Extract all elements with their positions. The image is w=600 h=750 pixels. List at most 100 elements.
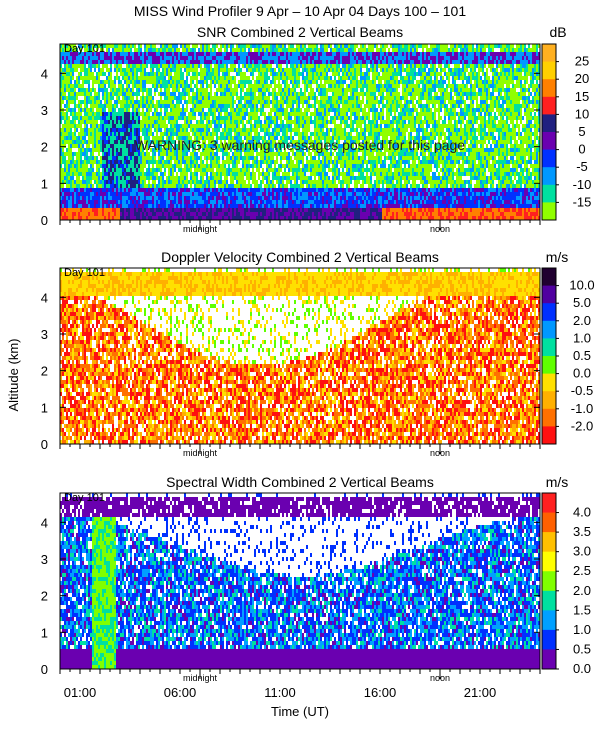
heatmap-cell bbox=[296, 68, 298, 72]
heatmap-cell bbox=[104, 212, 106, 216]
heatmap-cell bbox=[120, 152, 122, 156]
heatmap-cell bbox=[256, 44, 258, 48]
heatmap-cell bbox=[252, 56, 254, 60]
heatmap-cell bbox=[244, 128, 246, 132]
heatmap-cell bbox=[86, 144, 88, 148]
heatmap-cell bbox=[298, 112, 300, 116]
heatmap-cell bbox=[200, 160, 202, 164]
heatmap-cell bbox=[122, 104, 124, 108]
heatmap-cell bbox=[136, 104, 138, 108]
heatmap-cell bbox=[128, 84, 130, 88]
heatmap-cell bbox=[284, 172, 286, 176]
heatmap-cell bbox=[258, 160, 260, 164]
heatmap-cell bbox=[228, 44, 230, 48]
heatmap-cell bbox=[82, 136, 84, 140]
heatmap-cell bbox=[280, 200, 282, 204]
heatmap-cell bbox=[252, 76, 254, 80]
heatmap-cell bbox=[122, 192, 124, 196]
heatmap-cell bbox=[286, 184, 288, 188]
heatmap-cell bbox=[118, 144, 120, 148]
heatmap-cell bbox=[226, 216, 228, 220]
heatmap-cell bbox=[102, 48, 104, 52]
heatmap-cell bbox=[168, 144, 170, 148]
heatmap-cell bbox=[306, 64, 308, 68]
heatmap-cell bbox=[90, 64, 92, 68]
heatmap-cell bbox=[276, 188, 278, 192]
heatmap-cell bbox=[182, 152, 184, 156]
heatmap-cell bbox=[164, 96, 166, 100]
heatmap-cell bbox=[146, 56, 148, 60]
heatmap-cell bbox=[134, 76, 136, 80]
heatmap-cell bbox=[78, 124, 80, 128]
heatmap-cell bbox=[284, 100, 286, 104]
heatmap-cell bbox=[140, 80, 142, 84]
heatmap-cell bbox=[62, 148, 64, 152]
heatmap-cell bbox=[118, 76, 120, 80]
heatmap-cell bbox=[156, 164, 158, 168]
heatmap-cell bbox=[78, 164, 80, 168]
heatmap-cell bbox=[60, 88, 62, 92]
heatmap-cell bbox=[286, 68, 288, 72]
heatmap-cell bbox=[100, 72, 102, 76]
heatmap-cell bbox=[66, 128, 68, 132]
heatmap-cell bbox=[110, 160, 112, 164]
heatmap-cell bbox=[198, 132, 200, 136]
heatmap-cell bbox=[176, 148, 178, 152]
heatmap-cell bbox=[110, 44, 112, 48]
heatmap-cell bbox=[120, 212, 122, 216]
heatmap-cell bbox=[66, 164, 68, 168]
heatmap-cell bbox=[136, 112, 138, 116]
heatmap-cell bbox=[252, 172, 254, 176]
heatmap-cell bbox=[68, 100, 70, 104]
heatmap-cell bbox=[264, 84, 266, 88]
heatmap-cell bbox=[300, 88, 302, 92]
heatmap-cell bbox=[278, 100, 280, 104]
heatmap-cell bbox=[244, 108, 246, 112]
heatmap-cell bbox=[182, 92, 184, 96]
heatmap-cell bbox=[280, 112, 282, 116]
heatmap-cell bbox=[176, 44, 178, 48]
heatmap-cell bbox=[104, 152, 106, 156]
heatmap-cell bbox=[210, 204, 212, 208]
heatmap-cell bbox=[308, 108, 310, 112]
heatmap-cell bbox=[272, 196, 274, 200]
heatmap-cell bbox=[264, 172, 266, 176]
heatmap-cell bbox=[106, 200, 108, 204]
heatmap-cell bbox=[62, 116, 64, 120]
heatmap-cell bbox=[292, 204, 294, 208]
heatmap-cell bbox=[70, 92, 72, 96]
heatmap-cell bbox=[128, 196, 130, 200]
heatmap-cell bbox=[120, 48, 122, 52]
heatmap-cell bbox=[66, 148, 68, 152]
heatmap-cell bbox=[130, 60, 132, 64]
heatmap-cell bbox=[130, 44, 132, 48]
heatmap-cell bbox=[214, 68, 216, 72]
heatmap-cell bbox=[296, 84, 298, 88]
heatmap-cell bbox=[228, 52, 230, 56]
heatmap-cell bbox=[170, 144, 172, 148]
heatmap-cell bbox=[114, 92, 116, 96]
heatmap-cell bbox=[138, 180, 140, 184]
heatmap-cell bbox=[278, 188, 280, 192]
heatmap-cell bbox=[136, 140, 138, 144]
heatmap-cell bbox=[156, 120, 158, 124]
heatmap-cell bbox=[260, 64, 262, 68]
heatmap-cell bbox=[186, 188, 188, 192]
heatmap-cell bbox=[130, 216, 132, 220]
heatmap-cell bbox=[214, 44, 216, 48]
heatmap-cell bbox=[298, 168, 300, 172]
heatmap-cell bbox=[208, 112, 210, 116]
heatmap-cell bbox=[136, 168, 138, 172]
heatmap-cell bbox=[272, 52, 274, 56]
heatmap-cell bbox=[100, 112, 102, 116]
heatmap-cell bbox=[204, 212, 206, 216]
heatmap-cell bbox=[62, 160, 64, 164]
heatmap-cell bbox=[296, 176, 298, 180]
heatmap-cell bbox=[148, 116, 150, 120]
heatmap-cell bbox=[216, 100, 218, 104]
heatmap-cell bbox=[154, 64, 156, 68]
heatmap-cell bbox=[74, 56, 76, 60]
heatmap-cell bbox=[142, 100, 144, 104]
heatmap-cell bbox=[202, 172, 204, 176]
heatmap-cell bbox=[226, 212, 228, 216]
